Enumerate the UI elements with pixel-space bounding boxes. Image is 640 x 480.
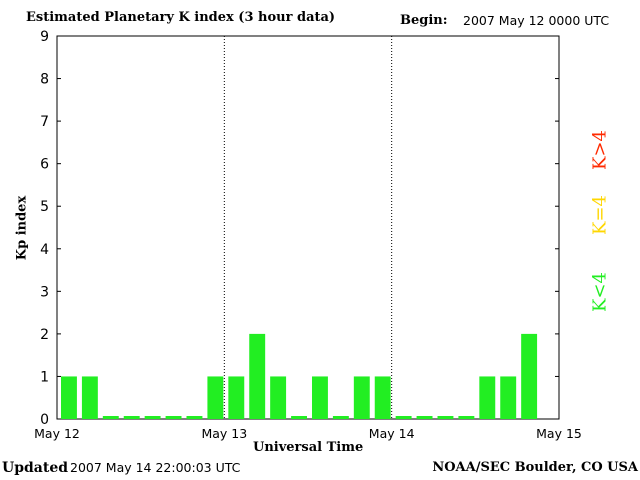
kp-bar <box>437 416 454 419</box>
kp-bar <box>458 416 475 419</box>
y-tick-label: 7 <box>40 114 49 130</box>
legend-k-less-4: K<4 <box>589 272 611 312</box>
x-tick-label: May 14 <box>369 426 415 441</box>
kp-bar <box>291 416 307 419</box>
y-tick-label: 9 <box>40 29 49 45</box>
x-tick-label: May 13 <box>201 426 247 441</box>
kp-bar <box>479 376 496 419</box>
kp-bar <box>81 376 98 419</box>
credit-label: NOAA/SEC Boulder, CO USA <box>432 460 638 475</box>
x-tick-label: May 15 <box>536 426 582 441</box>
kp-bar <box>61 376 77 419</box>
x-axis-label: Universal Time <box>253 440 364 455</box>
kp-bar <box>144 416 161 419</box>
kp-bar <box>102 416 119 419</box>
begin-value: 2007 May 12 0000 UTC <box>463 13 610 28</box>
kp-bar <box>521 333 538 419</box>
y-tick-label: 4 <box>40 242 49 258</box>
legend-k-equal-4: K=4 <box>589 195 611 235</box>
kp-bar <box>500 376 517 419</box>
kp-bar <box>207 376 224 419</box>
kp-bar <box>249 333 266 419</box>
kp-bar <box>332 416 349 419</box>
kp-bar <box>395 416 412 419</box>
kp-bar <box>186 416 203 419</box>
y-tick-label: 3 <box>40 284 49 300</box>
begin-label: Begin: <box>400 13 448 28</box>
y-tick-label: 2 <box>40 327 49 343</box>
y-tick-label: 0 <box>40 412 49 428</box>
kp-bar <box>228 376 245 419</box>
kp-bar <box>165 416 182 419</box>
updated-value: 2007 May 14 22:00:03 UTC <box>70 460 241 475</box>
plot-frame <box>56 35 560 420</box>
y-tick-label: 1 <box>40 369 49 385</box>
y-tick-label: 8 <box>40 72 49 88</box>
kp-bar <box>353 376 370 419</box>
legend-k-greater-4: K>4 <box>589 130 611 170</box>
y-tick-label: 5 <box>40 199 49 215</box>
kp-bar <box>374 376 391 419</box>
kp-bar <box>416 416 433 419</box>
updated-label: Updated <box>2 460 69 476</box>
kp-bar <box>123 416 140 419</box>
y-axis-label: Kp index <box>14 195 30 261</box>
chart-title: Estimated Planetary K index (3 hour data… <box>26 10 336 25</box>
kp-bar <box>312 376 328 419</box>
x-tick-label: May 12 <box>34 426 80 441</box>
kp-bar <box>270 376 287 419</box>
y-tick-label: 6 <box>40 157 49 173</box>
